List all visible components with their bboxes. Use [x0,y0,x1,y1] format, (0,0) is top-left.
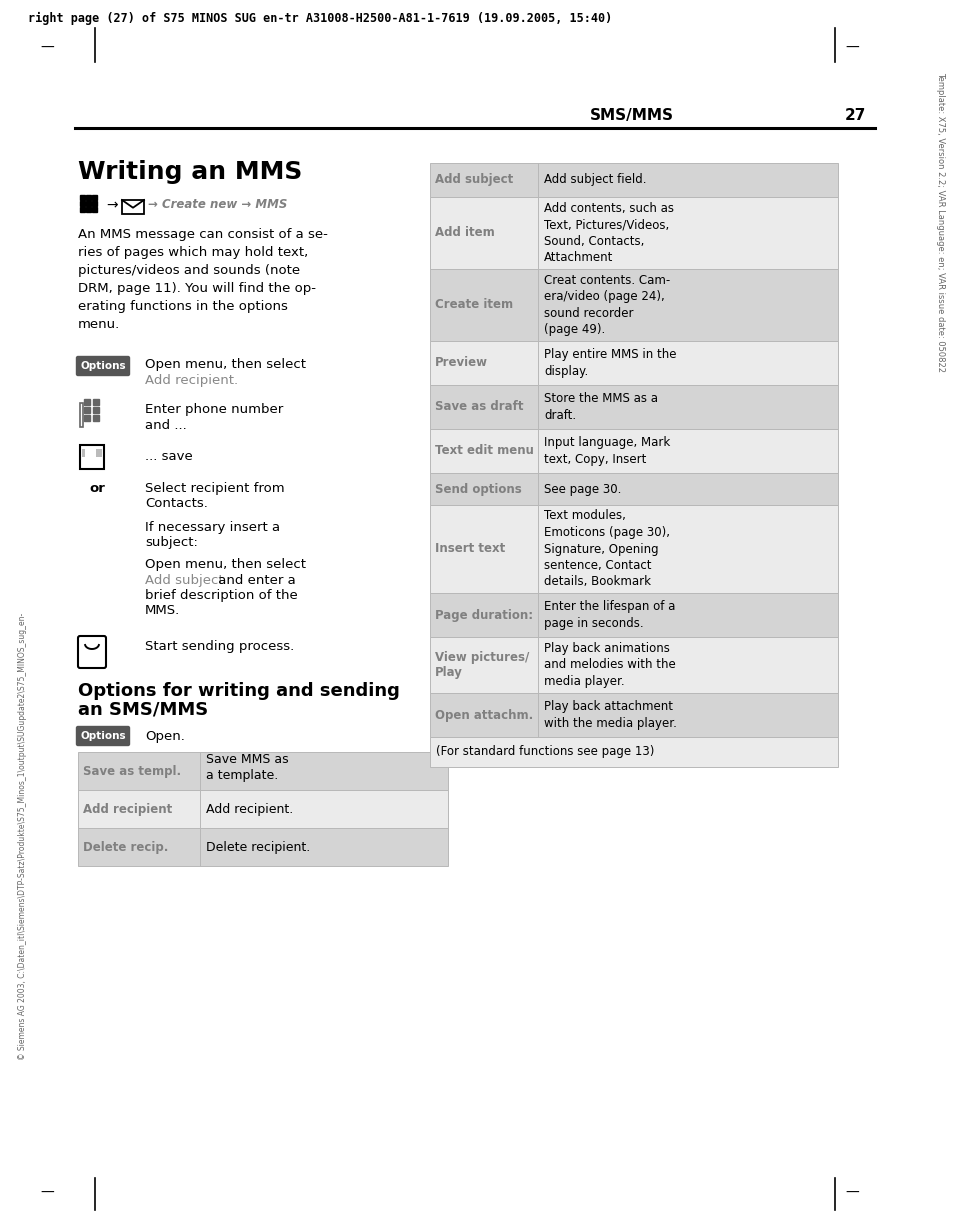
Bar [430,163,837,197]
Text: Open menu, then select: Open menu, then select [145,558,306,572]
Bar [92,399,99,405]
Bar [430,197,837,269]
Text: Play back attachment
with the media player.: Play back attachment with the media play… [543,700,677,730]
Text: Send options: Send options [435,482,521,496]
Bar [78,752,448,789]
Bar [82,458,102,468]
Bar [430,386,837,428]
Text: An MMS message can consist of a se-
ries of pages which may hold text,
pictures/: An MMS message can consist of a se- ries… [78,228,328,330]
Text: Save as templ.: Save as templ. [83,765,181,777]
Bar [430,592,837,636]
Bar [430,506,837,592]
Text: SMS/MMS: SMS/MMS [589,108,673,122]
Bar [86,207,91,212]
Text: Save as draft: Save as draft [435,400,523,414]
Text: Open attachm.: Open attachm. [435,709,533,721]
Text: Delete recipient.: Delete recipient. [206,841,310,853]
Bar [84,408,90,412]
Bar [91,201,97,206]
Bar [92,415,99,421]
Bar [78,827,448,867]
Bar [430,428,837,472]
Text: Options: Options [80,731,126,741]
Text: Text edit menu: Text edit menu [435,444,534,458]
Bar [91,195,97,200]
Bar [86,195,91,200]
Bar [85,449,96,457]
Bar [91,207,97,212]
Text: —: — [844,40,858,55]
Bar [430,636,837,693]
Text: or: or [89,482,105,494]
Bar [430,472,837,506]
Text: Add contents, such as
Text, Pictures/Videos,
Sound, Contacts,
Attachment: Add contents, such as Text, Pictures/Vid… [543,202,673,264]
Bar [430,269,837,341]
Bar [80,207,85,212]
Text: → Create new → MMS: → Create new → MMS [148,198,287,211]
Text: MMS.: MMS. [145,603,180,617]
Text: Enter phone number: Enter phone number [145,403,283,416]
Text: —: — [40,40,53,55]
Text: See page 30.: See page 30. [543,482,620,496]
Text: Open menu, then select: Open menu, then select [145,357,306,371]
Bar [430,341,837,386]
Text: © Siemens AG 2003, C:\Daten_itl\Siemens\DTP-Satz\Produkte\S75_Minos_1\output\SUG: © Siemens AG 2003, C:\Daten_itl\Siemens\… [18,613,27,1060]
Text: Writing an MMS: Writing an MMS [78,160,302,184]
Text: Text modules,
Emoticons (page 30),
Signature, Opening
sentence, Contact
details,: Text modules, Emoticons (page 30), Signa… [543,509,669,589]
Text: Start sending process.: Start sending process. [145,640,294,652]
Text: (For standard functions see page 13): (For standard functions see page 13) [436,745,654,759]
FancyBboxPatch shape [76,727,130,745]
Text: →: → [106,198,117,212]
Text: Store the MMS as a
draft.: Store the MMS as a draft. [543,392,658,422]
Text: Enter the lifespan of a
page in seconds.: Enter the lifespan of a page in seconds. [543,600,675,630]
Text: Add subject: Add subject [145,574,223,588]
Text: Add item: Add item [435,226,495,240]
Text: Page duration:: Page duration: [435,608,533,622]
Text: right page (27) of S75 MINOS SUG en-tr A31008-H2500-A81-1-7619 (19.09.2005, 15:4: right page (27) of S75 MINOS SUG en-tr A… [28,12,612,26]
Bar [80,195,85,200]
Text: Save MMS as
a template.: Save MMS as a template. [206,753,289,782]
Bar [92,408,99,412]
Text: Add subject field.: Add subject field. [543,174,646,186]
Text: Add subject: Add subject [435,174,513,186]
Text: Add recipient.: Add recipient. [145,375,238,387]
Text: —: — [844,1186,858,1200]
Text: —: — [40,1186,53,1200]
Text: Play back animations
and melodies with the
media player.: Play back animations and melodies with t… [543,643,675,688]
Bar [80,446,104,469]
Text: Delete recip.: Delete recip. [83,841,168,853]
Text: Template: X75, Version 2.2; VAR Language: en; VAR issue date: 050822: Template: X75, Version 2.2; VAR Language… [935,72,944,372]
Text: brief description of the: brief description of the [145,589,297,602]
Text: Options: Options [80,361,126,371]
Bar [430,737,837,767]
FancyBboxPatch shape [76,356,130,376]
Bar [82,449,102,457]
Text: Add recipient: Add recipient [83,803,172,815]
Text: Add recipient.: Add recipient. [206,803,293,815]
Text: Create item: Create item [435,299,513,311]
Text: ... save: ... save [145,450,193,463]
Text: If necessary insert a: If necessary insert a [145,521,280,534]
Text: an SMS/MMS: an SMS/MMS [78,700,208,718]
Text: subject:: subject: [145,536,197,550]
Bar [78,789,448,827]
Text: 27: 27 [844,108,865,122]
Text: Play entire MMS in the
display.: Play entire MMS in the display. [543,349,676,378]
Text: Select recipient from: Select recipient from [145,482,284,494]
Text: Insert text: Insert text [435,542,505,556]
Text: and ...: and ... [145,419,187,432]
Text: Preview: Preview [435,356,488,370]
Text: Input language, Mark
text, Copy, Insert: Input language, Mark text, Copy, Insert [543,436,670,466]
Text: Options for writing and sending: Options for writing and sending [78,682,399,700]
Bar [430,693,837,737]
Text: View pictures/
Play: View pictures/ Play [435,651,529,679]
Text: Contacts.: Contacts. [145,497,208,510]
Text: Open.: Open. [145,730,185,743]
Bar [84,415,90,421]
Text: and enter a: and enter a [213,574,295,588]
Bar [86,201,91,206]
Text: Creat contents. Cam-
era/video (page 24),
sound recorder
(page 49).: Creat contents. Cam- era/video (page 24)… [543,274,670,337]
Bar [80,201,85,206]
Bar [84,399,90,405]
